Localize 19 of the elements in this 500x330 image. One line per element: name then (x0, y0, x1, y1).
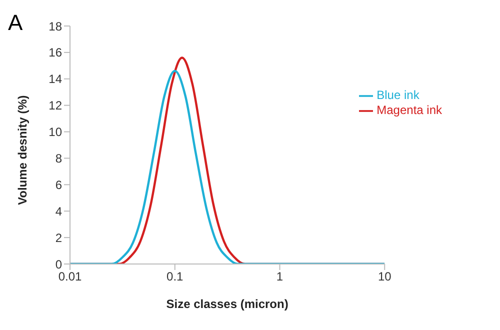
text: A (8, 10, 23, 36)
x-axis-title: Size classes (micron) (166, 297, 288, 311)
x-tick-label: 0.1 (166, 270, 184, 284)
y-tick-label: 2 (55, 230, 62, 245)
y-axis-title: Volume desnity (%) (15, 95, 30, 205)
x-tick-label: 10 (378, 270, 392, 284)
y-tick-label: 12 (48, 98, 62, 113)
y-tick-label: 14 (48, 72, 62, 86)
y-tick-label: 6 (55, 178, 62, 192)
y-tick-label: 10 (48, 125, 62, 140)
x-tick-label: 1 (276, 270, 284, 284)
legend-label: Blue ink (376, 88, 420, 102)
x-tick-label: 0.01 (58, 270, 82, 284)
y-tick-label: 0 (55, 257, 62, 272)
y-tick-label: 4 (55, 204, 62, 218)
legend-label: Magenta ink (376, 102, 442, 117)
y-tick-label: 18 (48, 19, 62, 34)
y-tick-label: 16 (48, 46, 62, 60)
y-tick-label: 8 (55, 151, 62, 166)
